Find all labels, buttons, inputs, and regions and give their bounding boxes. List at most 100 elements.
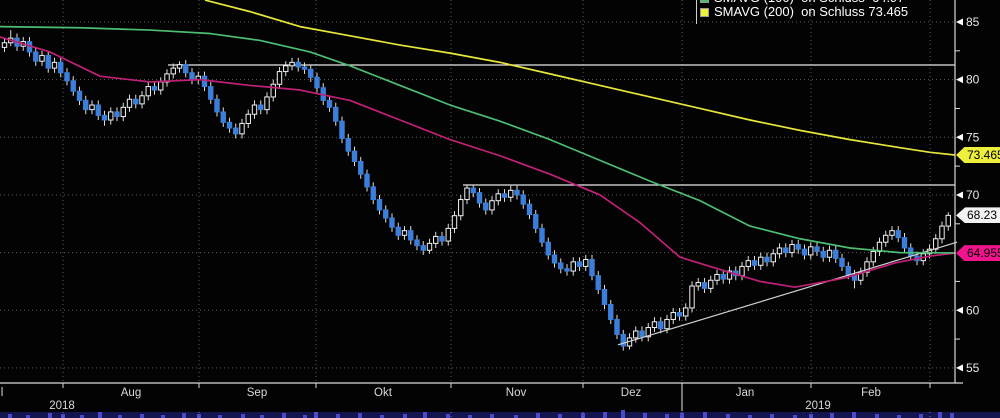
candle-down — [45, 54, 51, 69]
legend-left-border — [696, 0, 697, 24]
y-axis-label: 80 — [966, 73, 980, 87]
volume-bar — [665, 414, 669, 418]
volume-bar — [536, 413, 540, 418]
candle-down — [620, 333, 626, 347]
volume-bar — [140, 414, 144, 418]
candle-up — [401, 230, 408, 236]
y-tick-arrow-icon — [956, 364, 963, 372]
candle-up — [945, 214, 951, 227]
volume-bar — [680, 413, 684, 418]
volume-bar — [98, 412, 102, 418]
ma-line — [0, 25, 956, 254]
volume-bar — [48, 413, 52, 418]
volume-bar — [358, 413, 362, 418]
candle-down — [658, 321, 664, 330]
candle-up — [695, 282, 701, 287]
moving-averages — [0, 0, 956, 289]
candle-down — [614, 318, 620, 335]
candle-up — [289, 61, 295, 67]
legend-label-smavg-200: SMAVG (200) on Schluss 73.465 — [714, 4, 909, 19]
candle-up — [120, 106, 126, 118]
candle-up — [489, 200, 495, 211]
candle-up — [89, 104, 95, 111]
candle-down — [333, 106, 339, 122]
candle-down — [845, 265, 851, 276]
candle-down — [208, 86, 214, 100]
candle-down — [595, 275, 601, 290]
legend-row-smavg-100[interactable]: SMAVG (100) on Schluss 64.97 — [700, 0, 908, 5]
volume-bar — [950, 413, 954, 418]
candle-down — [295, 61, 301, 68]
candle-down — [608, 303, 614, 320]
candle-up — [826, 249, 833, 258]
candle-up — [126, 98, 133, 108]
x-axis-year-label: 2019 — [805, 400, 831, 412]
volume-bar — [218, 415, 222, 418]
volume-bar — [875, 414, 879, 418]
candle-down — [258, 104, 264, 111]
candle-up — [108, 111, 114, 121]
candle-down — [901, 237, 908, 249]
candle-up — [745, 260, 751, 267]
candle-down — [408, 230, 414, 241]
candle-up — [883, 234, 889, 243]
candle-down — [814, 246, 820, 252]
candle-down — [420, 245, 426, 251]
x-axis-year-label: 2018 — [49, 400, 75, 412]
candle-down — [183, 64, 189, 74]
candle-up — [139, 95, 145, 105]
candle-up — [583, 259, 589, 267]
candle-up — [889, 230, 895, 236]
candle-up — [426, 242, 433, 251]
volume-panel — [0, 410, 1000, 418]
y-tick-arrow-icon — [956, 18, 963, 26]
volume-bar — [919, 414, 923, 418]
candle-down — [114, 111, 120, 118]
volume-bar — [241, 414, 245, 418]
volume-bar — [314, 412, 318, 418]
volume-bar — [558, 414, 562, 418]
candle-up — [858, 271, 864, 281]
candle-up — [758, 256, 764, 266]
candle-up — [645, 327, 651, 338]
volume-bar — [621, 410, 625, 418]
candle-up — [270, 83, 276, 98]
candle-down — [133, 98, 139, 105]
candle-down — [370, 186, 376, 201]
volume-bar — [852, 412, 856, 418]
volume-bar — [770, 414, 774, 418]
candle-down — [233, 127, 239, 135]
y-axis-label: 70 — [966, 188, 980, 202]
candle-up — [770, 253, 776, 263]
candle-down — [201, 75, 208, 88]
candle-down — [308, 68, 314, 78]
candle-up — [808, 246, 814, 256]
candle-down — [820, 250, 826, 258]
candle-up — [495, 193, 501, 202]
x-axis-month-label: Feb — [861, 387, 881, 399]
gridlines — [0, 0, 955, 418]
candle-down — [301, 66, 308, 70]
candle-down — [558, 262, 564, 270]
volume-bar — [80, 415, 84, 418]
legend-row-smavg-200[interactable]: SMAVG (200) on Schluss 73.465 — [700, 5, 908, 19]
candle-down — [151, 86, 158, 91]
candle-down — [395, 226, 401, 236]
trendline[interactable] — [617, 241, 958, 346]
candle-down — [83, 99, 89, 111]
y-tick-arrow-icon — [956, 76, 963, 84]
candle-down — [601, 288, 608, 305]
y-axis-label: 55 — [966, 361, 980, 375]
candle-down — [720, 274, 726, 280]
x-axis-month-label: Jul — [0, 387, 3, 399]
volume-bar — [603, 412, 607, 418]
candle-up — [245, 113, 251, 124]
candle-down — [551, 254, 558, 264]
candle-down — [95, 104, 101, 116]
candle-down — [226, 121, 233, 129]
candle-down — [101, 114, 108, 121]
x-axis-month-label: Nov — [506, 387, 527, 399]
candle-up — [633, 330, 639, 339]
